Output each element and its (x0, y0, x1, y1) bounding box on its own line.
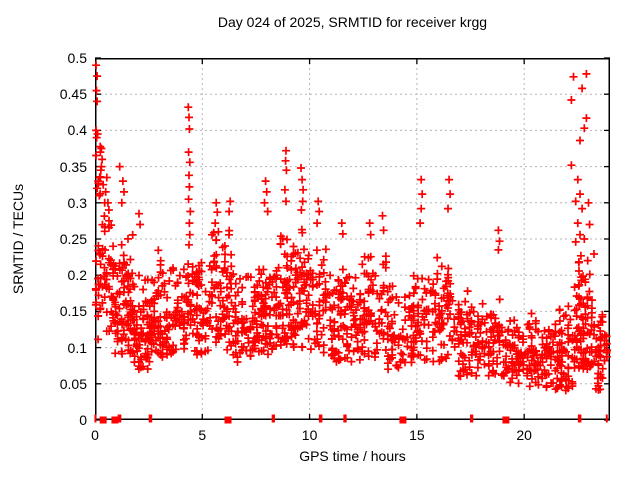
zero-square-marker (99, 416, 107, 424)
zero-tick-marker (579, 414, 582, 423)
zero-tick-marker (577, 414, 580, 423)
data-points (91, 61, 612, 395)
zero-tick-marker (117, 414, 120, 423)
zero-tick-marker (320, 414, 323, 423)
zero-tick-marker (344, 414, 347, 423)
y-tick-label: 0.4 (67, 122, 87, 139)
y-tick-label: 0.25 (59, 231, 87, 247)
zero-tick-marker (343, 414, 346, 423)
zero-square-marker (111, 416, 119, 424)
zero-tick-marker (271, 414, 274, 423)
zero-tick-marker (94, 414, 97, 423)
zero-tick-marker (605, 414, 608, 423)
y-tick-label: 0.5 (67, 50, 87, 66)
y-tick-label: 0 (79, 412, 87, 428)
zero-tick-marker (471, 414, 474, 423)
zero-tick-marker (272, 414, 275, 423)
y-tick-label: 0.35 (59, 158, 87, 175)
y-axis-label: SRMTID / TECUs (10, 183, 27, 295)
zero-square-marker (399, 416, 407, 424)
zero-tick-marker (148, 414, 151, 423)
y-tick-label: 0.15 (59, 303, 87, 320)
zero-square-marker (224, 416, 232, 424)
y-tick-label: 0.1 (67, 339, 87, 356)
chart-title: Day 024 of 2025, SRMTID for receiver krg… (217, 14, 488, 30)
zero-tick-marker (318, 414, 321, 423)
plot-area (91, 57, 612, 424)
zero-tick-marker (119, 414, 122, 423)
y-tick-label: 0.05 (59, 375, 87, 392)
y-tick-label: 0.2 (67, 267, 87, 284)
x-tick-label: 15 (409, 427, 425, 443)
y-axis-label-box: SRMTID / TECUs (0, 58, 36, 420)
y-tick-label: 0.3 (67, 194, 87, 211)
x-tick-label: 5 (198, 427, 207, 443)
x-tick-label: 0 (91, 427, 99, 443)
zero-square-marker (502, 416, 510, 424)
x-tick-label: 10 (301, 427, 318, 443)
zero-tick-marker (150, 414, 153, 423)
x-axis-label: GPS time / hours (299, 448, 406, 464)
y-tick-label: 0.45 (59, 86, 87, 103)
x-tick-label: 20 (516, 427, 532, 443)
zero-tick-marker (469, 414, 472, 423)
